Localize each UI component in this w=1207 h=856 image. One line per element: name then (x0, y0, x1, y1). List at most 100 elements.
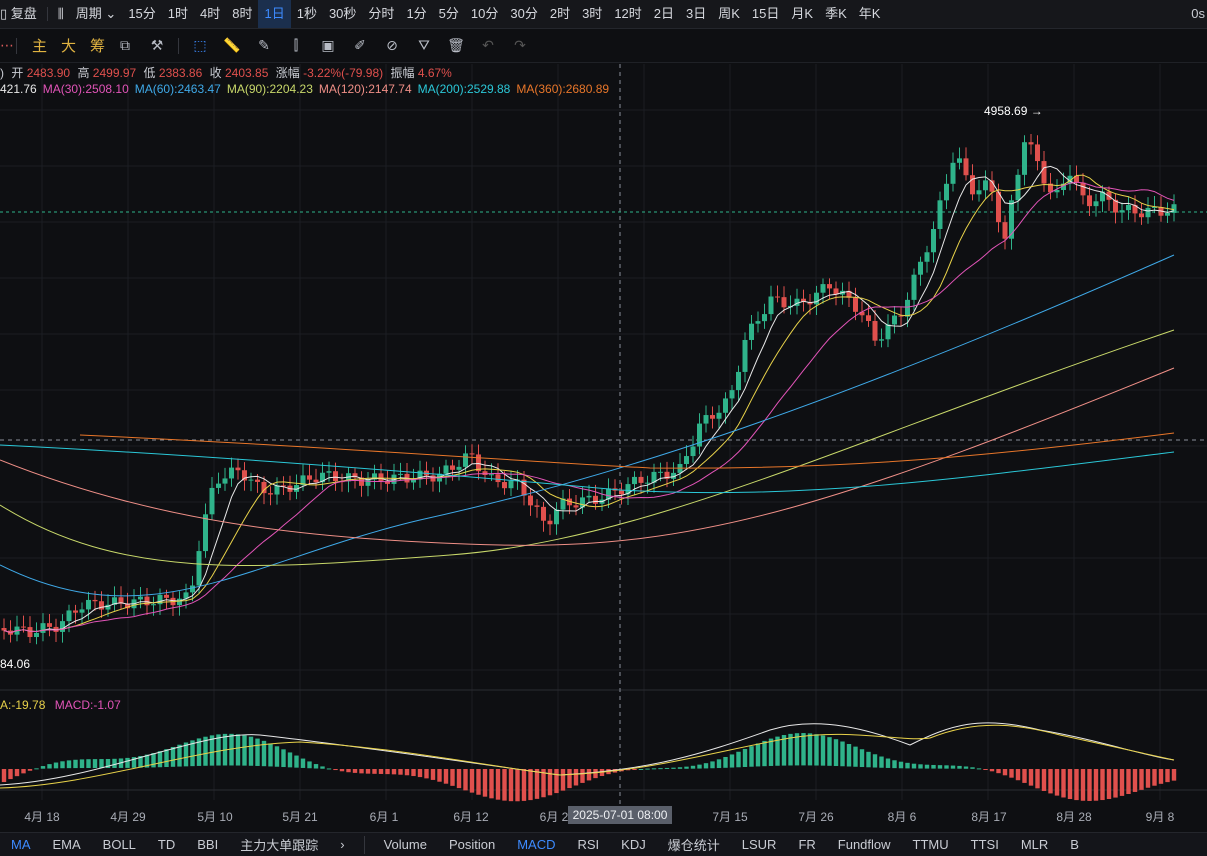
interval-tab[interactable]: 30分 (510, 6, 538, 21)
candle-body (352, 473, 358, 478)
macd-bar (1061, 769, 1066, 798)
macd-bar (632, 769, 637, 770)
interval-tab[interactable]: 3时 (582, 6, 603, 21)
overlay-indicator-tab[interactable]: MA (11, 837, 31, 852)
divider (46, 7, 48, 21)
candle-body (723, 398, 728, 413)
interval-tab[interactable]: 5分 (438, 6, 459, 21)
interval-tab[interactable]: 15分 (128, 6, 156, 21)
overlay-indicator-tab[interactable]: BBI (197, 837, 219, 852)
sub-indicator-tab[interactable]: B (1070, 837, 1079, 852)
more-dots-icon[interactable]: ⋯ (0, 37, 14, 53)
candle-body (157, 594, 163, 605)
macd-bar (625, 769, 631, 771)
overlay-indicator-tab[interactable]: BOLL (102, 837, 136, 852)
interval-tab[interactable]: 1日 (258, 0, 291, 28)
macd-bar (508, 769, 514, 802)
candle-body (976, 190, 982, 195)
candle-body (846, 290, 852, 298)
undo-icon[interactable]: ↶ (482, 37, 494, 53)
interval-tab[interactable]: 年K (858, 6, 881, 21)
sub-indicator-tab[interactable]: MLR (1020, 837, 1049, 852)
cursor-select-icon[interactable]: ⬚ (193, 37, 207, 53)
interval-list: 15分 1时 4时 8时 1日 1秒 30秒 分时 1分 5分 10分 30分 2时 3时 12时 2日 3日周… (122, 0, 886, 28)
candle-body (177, 598, 182, 606)
interval-tab[interactable]: 2日 (653, 6, 675, 21)
more-tabs-icon[interactable]: › (340, 837, 345, 852)
interval-tab[interactable]: 4时 (200, 6, 221, 21)
interval-tab[interactable]: 1秒 (296, 6, 317, 21)
macd-bar (768, 738, 774, 766)
macd-bar (528, 769, 533, 801)
overlay-indicator-tab[interactable]: EMA (52, 837, 81, 852)
ma-legend-item: MA(360):2680.89 (516, 82, 610, 96)
divider (178, 37, 180, 54)
magnet-icon[interactable]: ⊘ (386, 37, 398, 53)
macd-bar (1080, 769, 1086, 801)
macd-bar (859, 749, 865, 768)
filter-icon[interactable]: ⛛ (418, 37, 430, 53)
interval-tab[interactable]: 8时 (232, 6, 253, 21)
period-dropdown[interactable]: 周期 ⌄ (75, 6, 117, 21)
sub-indicator-tab[interactable]: RSI (577, 837, 600, 852)
macd-bar (339, 769, 345, 772)
candle-icon[interactable]: ⫿ (293, 37, 299, 53)
candle-body (1132, 204, 1138, 214)
interval-tab[interactable]: 1时 (167, 6, 189, 21)
macd-bar (209, 735, 215, 766)
sub-indicator-tab[interactable]: FR (798, 837, 816, 852)
sub-indicator-tab[interactable]: 爆仓统计 (667, 838, 720, 853)
interval-tab[interactable]: 1分 (406, 6, 427, 21)
chip-distribution-button[interactable]: 筹 (90, 38, 106, 55)
candle-body (261, 481, 267, 494)
replay-button[interactable]: ▯ 复盘 (0, 6, 37, 21)
candle-body (625, 484, 631, 495)
candle-body (983, 180, 988, 191)
redo-icon[interactable]: ↷ (514, 37, 526, 53)
candle-body (1041, 161, 1047, 184)
sub-indicator-tab[interactable]: TTMU (912, 837, 949, 852)
candle-body (151, 604, 156, 606)
sub-indicator-tab[interactable]: LSUR (741, 837, 777, 852)
edit-note-icon[interactable]: ✐ (354, 37, 366, 53)
interval-tab[interactable]: 季K (825, 6, 847, 21)
interval-tab[interactable]: 2时 (549, 6, 571, 21)
sub-indicator-tab[interactable]: MACD (517, 837, 556, 852)
interval-tab[interactable]: 周K (718, 6, 740, 21)
interval-tab[interactable]: 分时 (368, 6, 395, 21)
low-price-marker: 84.06 (0, 657, 30, 671)
candle-body (476, 454, 481, 472)
ruler-icon[interactable]: 📏 (223, 37, 241, 53)
interval-tab[interactable]: 12时 (614, 6, 642, 21)
sub-indicator-tab[interactable]: KDJ (621, 837, 646, 852)
trash-icon[interactable]: 🗑 (447, 37, 465, 53)
interval-tab[interactable]: 3日 (686, 6, 707, 21)
compare-icon[interactable]: ⧉ (120, 37, 131, 53)
main-chip-button[interactable]: 主 (32, 38, 48, 55)
lock-icon[interactable]: ▣ (321, 37, 335, 53)
sub-indicator-tab[interactable]: TTSI (970, 837, 999, 852)
sub-indicator-tab[interactable]: Volume (383, 837, 427, 852)
large-chip-button[interactable]: 大 (61, 38, 77, 55)
macd-bar (989, 769, 995, 772)
candle-body (534, 505, 540, 507)
sub-indicator-tab[interactable]: Fundflow (837, 837, 891, 852)
overlay-indicator-tab[interactable]: 主力大单跟踪 (240, 838, 319, 853)
candle-body (1015, 174, 1021, 201)
sub-indicator-tab[interactable]: Position (448, 837, 496, 852)
candle-body (190, 585, 195, 593)
interval-tab[interactable]: 15日 (751, 6, 780, 21)
macd-bar (820, 735, 826, 766)
candle-body (1048, 183, 1053, 193)
macd-bar (495, 769, 501, 800)
interval-tab[interactable]: 10分 (470, 6, 499, 21)
tools-icon[interactable]: ⚒ (150, 37, 164, 53)
pen-icon[interactable]: ✎ (258, 37, 270, 53)
macd-bar (326, 768, 332, 770)
indicator-toggle-icon[interactable]: ⫼ (57, 6, 64, 21)
divider (16, 37, 17, 54)
interval-tab[interactable]: 30秒 (328, 6, 357, 21)
overlay-indicator-tab[interactable]: TD (157, 837, 176, 852)
interval-tab[interactable]: 月K (791, 6, 814, 21)
